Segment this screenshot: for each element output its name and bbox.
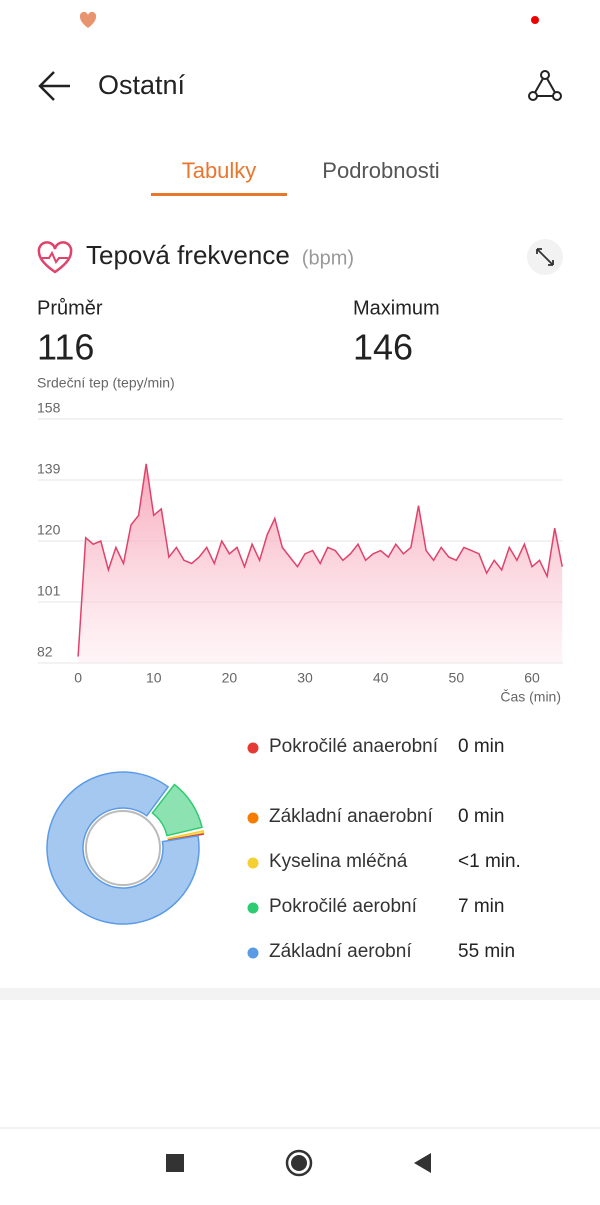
stat-value: 116 xyxy=(37,327,94,368)
nav-home[interactable] xyxy=(285,1149,313,1177)
x-tick-label: 50 xyxy=(449,670,465,686)
x-axis-label: Čas (min) xyxy=(500,689,561,705)
donut-slice xyxy=(167,829,205,841)
separator xyxy=(0,988,600,1000)
legend-dot xyxy=(247,742,259,754)
status-icon xyxy=(79,11,97,28)
share-button[interactable] xyxy=(528,70,562,101)
status-dot xyxy=(531,16,539,24)
section-unit: (bpm) xyxy=(302,247,354,269)
legend-label: Kyselina mléčná xyxy=(269,851,408,872)
legend-value: 0 min xyxy=(458,806,504,827)
stat-label: Průměr xyxy=(37,297,103,319)
x-tick-label: 0 xyxy=(74,670,82,686)
x-tick-label: 40 xyxy=(373,670,389,686)
section-title: Tepová frekvence xyxy=(86,240,290,270)
line xyxy=(77,463,563,657)
nav-back[interactable] xyxy=(414,1153,431,1173)
x-tick-label: 30 xyxy=(297,670,313,686)
donut-hole xyxy=(85,810,161,886)
x-tick-label: 20 xyxy=(222,670,238,686)
x-tick-label: 60 xyxy=(524,670,540,686)
donut-slice xyxy=(46,771,200,925)
y-tick-label: 158 xyxy=(37,400,61,416)
legend-label: Pokročilé anaerobní xyxy=(269,736,439,757)
legend-label: Základní anaerobní xyxy=(269,806,433,827)
legend-dot xyxy=(247,902,259,914)
stat-label: Maximum xyxy=(353,297,440,319)
donut-slice xyxy=(151,783,203,837)
y-tick-label: 139 xyxy=(37,461,61,477)
legend-dot xyxy=(247,857,259,869)
legend-label: Základní aerobní xyxy=(269,941,412,962)
y-tick-label: 101 xyxy=(37,583,61,599)
tab-indicator xyxy=(151,193,287,196)
legend-value: <1 min. xyxy=(458,851,521,872)
legend-dot xyxy=(247,812,259,824)
page-title: Ostatní xyxy=(98,70,186,100)
y-tick-label: 120 xyxy=(37,522,61,538)
y-tick-label: 82 xyxy=(37,644,53,660)
back-button[interactable] xyxy=(38,71,70,101)
legend-value: 0 min xyxy=(458,736,504,757)
expand-icon xyxy=(536,248,554,266)
tab[interactable]: Podrobnosti xyxy=(322,158,439,183)
nav-recent[interactable] xyxy=(166,1154,184,1172)
tab-active[interactable]: Tabulky xyxy=(182,158,257,183)
stat-value: 146 xyxy=(353,327,413,368)
legend-value: 55 min xyxy=(458,941,515,962)
legend-value: 7 min xyxy=(458,896,504,917)
heart-icon xyxy=(37,241,73,274)
legend-label: Pokročilé aerobní xyxy=(269,896,418,917)
y-axis-label: Srdeční tep (tepy/min) xyxy=(37,375,175,391)
x-tick-label: 10 xyxy=(146,670,162,686)
legend-dot xyxy=(247,947,259,959)
